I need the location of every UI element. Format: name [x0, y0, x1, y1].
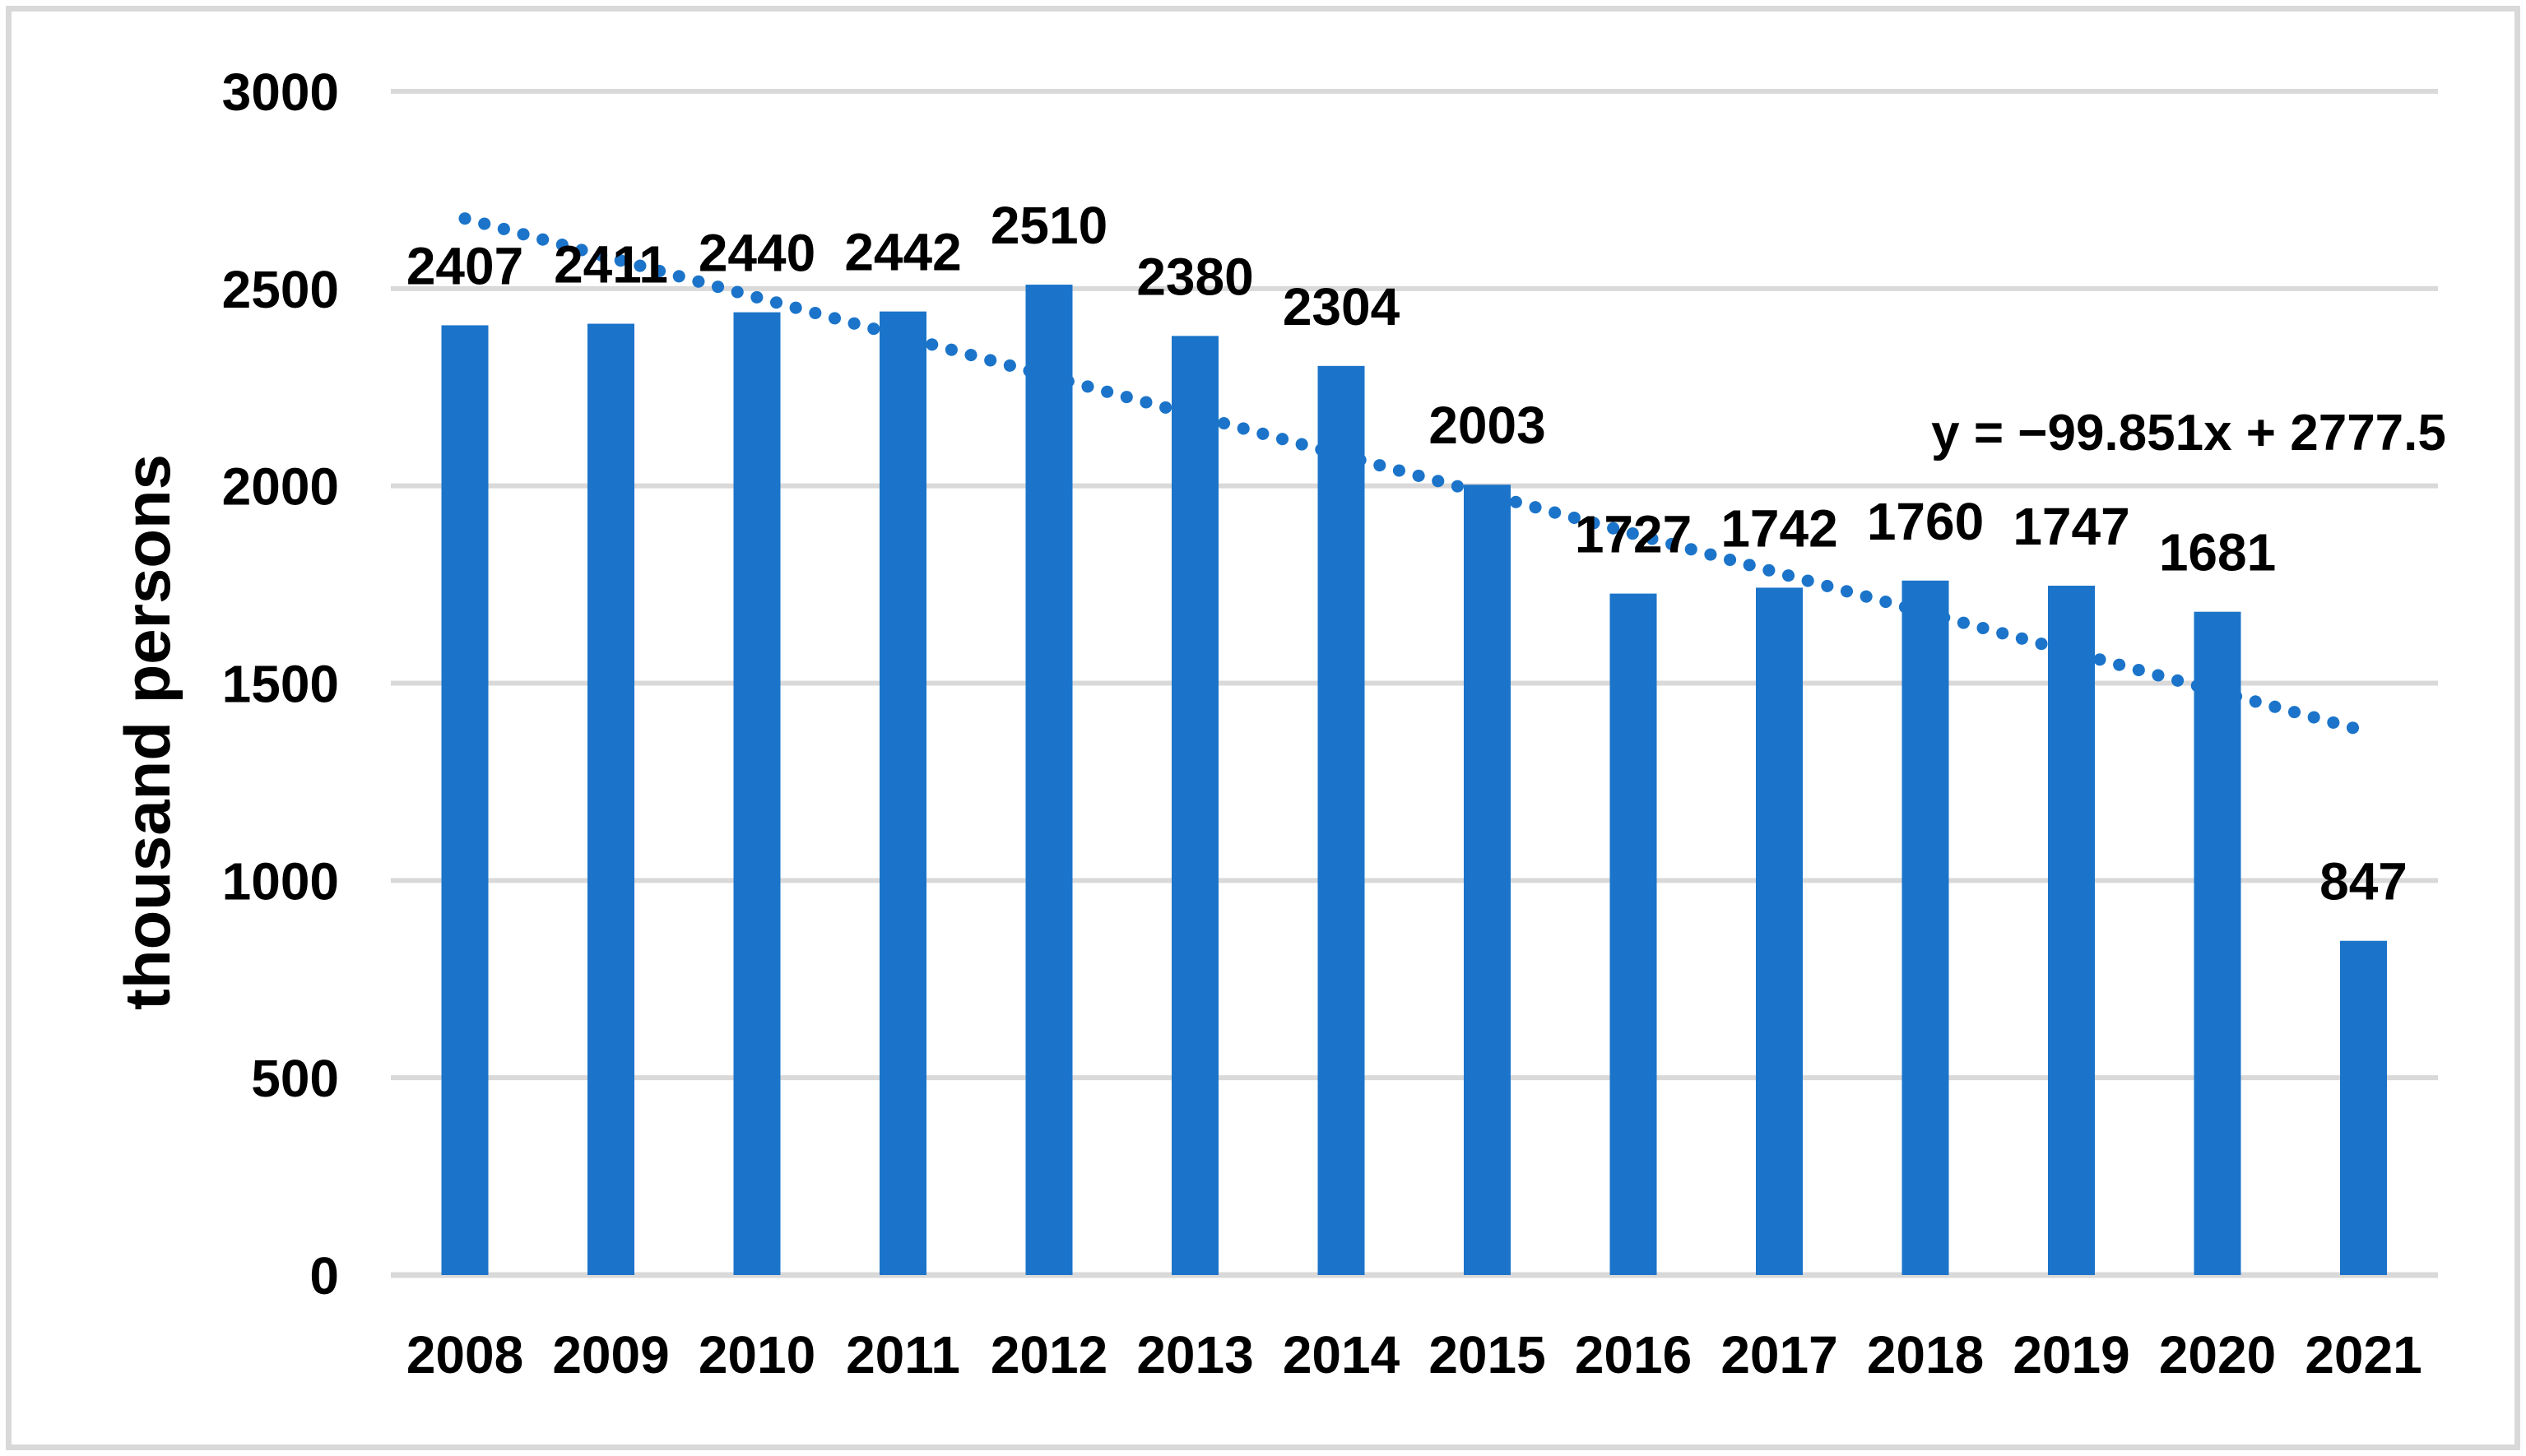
x-tick-2018: 2018: [1867, 1325, 1984, 1384]
bar-2010: [733, 312, 781, 1276]
bar-value-label-2014: 2304: [1283, 277, 1400, 336]
y-tick-3000: 3000: [222, 63, 339, 122]
bar-value-label-2013: 2380: [1136, 247, 1253, 306]
y-tick-500: 500: [251, 1049, 339, 1108]
bar-2021: [2340, 940, 2387, 1275]
bar-value-label-2017: 1742: [1720, 498, 1837, 558]
bar-2018: [1901, 580, 1949, 1275]
bar-value-label-2019: 1747: [2013, 497, 2129, 556]
y-tick-1500: 1500: [222, 655, 339, 714]
x-tick-2011: 2011: [846, 1325, 960, 1384]
bar-value-label-2016: 1727: [1575, 505, 1692, 564]
bar-value-label-2021: 847: [2319, 852, 2408, 911]
bar-value-label-2010: 2440: [699, 224, 815, 283]
x-tick-2008: 2008: [406, 1325, 523, 1384]
bar-2019: [2048, 586, 2095, 1275]
bar-2008: [441, 325, 489, 1275]
bar-2011: [880, 311, 926, 1275]
x-tick-2015: 2015: [1428, 1325, 1545, 1384]
y-tick-0: 0: [309, 1246, 339, 1305]
bar-2017: [1756, 587, 1803, 1275]
x-tick-2019: 2019: [2013, 1325, 2129, 1384]
bar-value-label-2011: 2442: [844, 223, 961, 282]
x-tick-2021: 2021: [2305, 1325, 2422, 1384]
bar-2020: [2194, 611, 2241, 1275]
bar-2016: [1609, 593, 1657, 1275]
x-tick-2012: 2012: [991, 1325, 1107, 1384]
bar-value-label-2008: 2407: [406, 236, 523, 295]
x-tick-2016: 2016: [1575, 1325, 1692, 1384]
bar-value-label-2020: 1681: [2159, 523, 2276, 582]
bar-value-label-2012: 2510: [991, 196, 1107, 255]
x-tick-2020: 2020: [2159, 1325, 2276, 1384]
y-tick-2500: 2500: [222, 260, 339, 319]
y-tick-2000: 2000: [222, 457, 339, 517]
x-tick-2010: 2010: [699, 1325, 815, 1384]
bar-2015: [1464, 485, 1511, 1275]
trendline: [458, 212, 2370, 737]
bar-value-label-2018: 1760: [1867, 492, 1984, 551]
x-tick-2014: 2014: [1283, 1325, 1400, 1384]
bar-2013: [1172, 336, 1219, 1276]
trendline-equation: y = −99.851x + 2777.5: [1931, 405, 2446, 461]
y-axis-title: thousand persons: [111, 454, 183, 1010]
bar-value-label-2009: 2411: [554, 235, 668, 294]
x-tick-2017: 2017: [1720, 1325, 1837, 1384]
bar-value-label-2015: 2003: [1428, 396, 1545, 455]
bar-2014: [1317, 365, 1365, 1275]
chart-border: [6, 6, 2520, 1450]
x-tick-2009: 2009: [552, 1325, 669, 1384]
x-tick-2013: 2013: [1136, 1325, 1253, 1384]
bar-2009: [587, 323, 634, 1275]
y-tick-1000: 1000: [222, 851, 339, 911]
bar-2012: [1025, 285, 1073, 1276]
